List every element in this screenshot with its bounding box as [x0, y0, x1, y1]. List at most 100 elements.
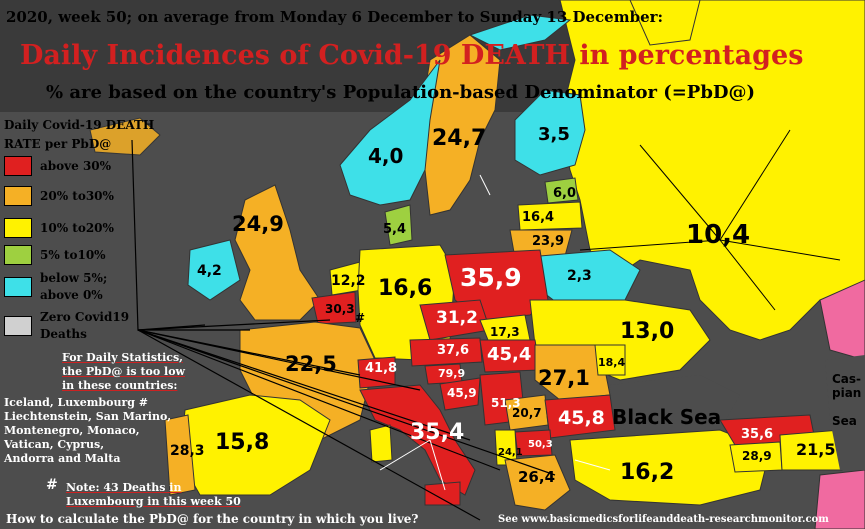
legend-swatch	[4, 316, 32, 336]
legend-label: 20% to30%	[40, 188, 114, 203]
map-subtitle: % are based on the country's Population-…	[46, 82, 756, 103]
value-sweden: 24,7	[432, 126, 487, 151]
sicily-shape	[424, 481, 461, 506]
ireland-shape	[187, 239, 241, 301]
value-lux-mark: #	[355, 311, 366, 325]
austria-shape	[409, 337, 483, 367]
note-line2: the PbD@ is too low	[62, 365, 186, 378]
caspian-line3: Sea	[832, 414, 857, 428]
value-lithuania: 23,9	[532, 234, 565, 249]
note-line6: Montenegro, Monaco,	[4, 424, 140, 437]
value-denmark: 5,4	[383, 222, 407, 237]
legend-label: above 30%	[40, 158, 112, 173]
note-block-countries: Iceland, Luxembourg # Liechtenstein, San…	[4, 396, 171, 466]
norway-north-shape	[468, 14, 572, 51]
value-ukraine: 13,0	[620, 319, 675, 344]
legend-item-above-30: above 30%	[4, 156, 111, 176]
black-sea-label: Black Sea	[612, 405, 722, 429]
note-line7: Vatican, Cyprus,	[4, 438, 105, 451]
value-turkey: 16,2	[620, 460, 675, 485]
black-sea-shape	[610, 375, 740, 440]
note-line4: Iceland, Luxembourg #	[4, 396, 148, 409]
value-slovakia: 17,3	[490, 325, 520, 339]
legend-label: 5% to10%	[40, 247, 106, 262]
value-armenia: 28,9	[742, 449, 772, 463]
legend-item-below-5: below 5%; above 0%	[4, 270, 107, 304]
belgium-shape	[311, 291, 357, 325]
uk-shape	[234, 184, 321, 321]
value-georgia: 35,6	[741, 427, 774, 442]
value-macedonia: 50,3	[528, 439, 553, 450]
value-latvia: 16,4	[522, 210, 555, 225]
value-uk: 24,9	[232, 212, 284, 236]
value-greece: 26,4	[518, 468, 556, 486]
note-line5: Liechtenstein, San Marino,	[4, 410, 172, 423]
legend-label-line1: below 5%;	[40, 271, 108, 285]
value-azerbaijan: 21,5	[796, 440, 836, 459]
value-slovenia: 79,9	[438, 367, 466, 380]
value-portugal: 28,3	[170, 443, 205, 459]
caspian-sea-label: Cas- pian Sea	[832, 372, 861, 428]
legend-item-5-10: 5% to10%	[4, 245, 106, 265]
legend-item-zero: Zero Covid19 Deaths	[4, 309, 129, 343]
note-line10: Luxembourg in this week 50	[66, 495, 241, 508]
value-croatia: 45,9	[447, 386, 477, 400]
legend-swatch	[4, 156, 32, 176]
value-switzerland: 41,8	[365, 361, 398, 376]
legend-label-line1: Zero Covid19	[40, 310, 130, 324]
value-albania: 24,1	[498, 447, 523, 458]
legend-label-line2: Deaths	[40, 327, 87, 341]
legend-title-line2: RATE per PbD@	[4, 137, 112, 151]
value-norway: 4,0	[368, 144, 404, 168]
norway-shape	[339, 59, 441, 206]
caspian-line1: Cas-	[832, 372, 862, 386]
legend-title-line1: Daily Covid-19 DEATH	[4, 118, 155, 132]
note-line1: For Daily Statistics,	[62, 351, 183, 364]
legend-label-line2: above 0%	[40, 288, 103, 302]
legend-swatch	[4, 277, 32, 297]
note-line3: in these countries:	[62, 379, 178, 392]
caspian-sea-shape	[825, 355, 865, 470]
legend-swatch	[4, 218, 32, 238]
value-russia: 10,4	[686, 220, 751, 250]
note-block-intro: For Daily Statistics, the PbD@ is too lo…	[62, 351, 185, 393]
value-germany: 16,6	[378, 276, 433, 301]
week-header: 2020, week 50; on average from Monday 6 …	[6, 8, 664, 26]
legend-label: Zero Covid19 Deaths	[40, 309, 129, 343]
value-estonia: 6,0	[553, 186, 577, 201]
iceland-shape	[89, 117, 161, 156]
croatia-shape	[439, 377, 481, 411]
bulgaria-shape	[544, 394, 616, 439]
value-italy: 35,4	[410, 420, 465, 445]
caspian-line2: pian	[832, 386, 862, 400]
value-austria: 37,6	[437, 343, 470, 358]
value-moldova: 18,4	[598, 356, 626, 369]
legend-title: Daily Covid-19 DEATH RATE per PbD@	[4, 116, 154, 154]
value-spain: 15,8	[215, 430, 270, 455]
value-bosnia: 51,3	[491, 396, 521, 410]
value-czechia: 31,2	[436, 308, 478, 328]
legend-label: below 5%; above 0%	[40, 270, 107, 304]
footer-website[interactable]: See www.basicmedicsforlifeanddeath-resea…	[498, 514, 829, 525]
value-france: 22,5	[285, 352, 337, 376]
latvia-shape	[517, 201, 583, 231]
russia-north-shape	[629, 0, 701, 46]
estonia-shape	[544, 177, 579, 204]
value-hungary: 45,4	[487, 344, 532, 365]
value-finland: 3,5	[538, 124, 570, 145]
value-belgium: 30,3	[325, 302, 355, 316]
legend-item-20-30: 20% to30%	[4, 186, 114, 206]
moldova-shape	[594, 344, 626, 376]
map-title: Daily Incidences of Covid-19 DEATH in pe…	[20, 40, 804, 71]
value-poland: 35,9	[460, 263, 522, 292]
pink-region-southeast	[814, 469, 865, 529]
legend-swatch	[4, 245, 32, 265]
sardinia-shape	[369, 424, 393, 463]
value-romania: 27,1	[538, 366, 590, 390]
note-block-lux: Note: 43 Deaths in Luxembourg in this we…	[66, 481, 241, 509]
portugal-shape	[164, 414, 196, 496]
legend-label: 10% to20%	[40, 220, 114, 235]
value-ireland: 4,2	[197, 263, 222, 279]
value-belarus: 2,3	[567, 268, 592, 284]
